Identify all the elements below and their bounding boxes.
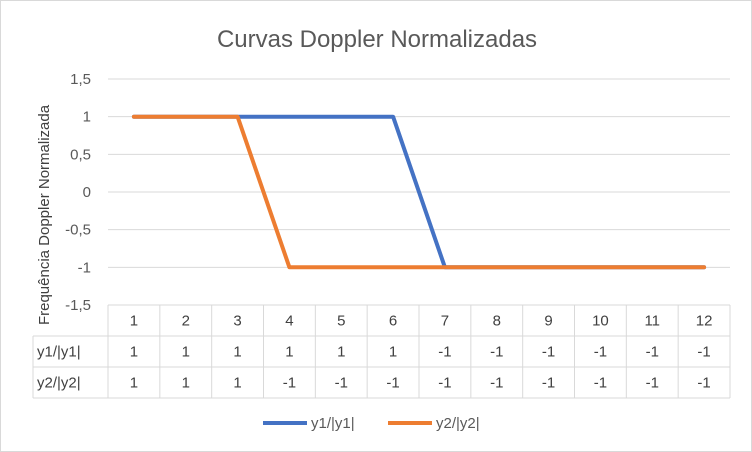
y-tick-label: 0,5 (70, 146, 91, 163)
y-axis-label: Frequência Doppler Normalizada (36, 104, 53, 325)
x-category-label: 9 (544, 313, 552, 330)
y-axis-ticks: 1,5 1 0,5 0 -0,5 -1 -1,5 (65, 71, 91, 314)
table-value-cell: -1 (594, 375, 607, 392)
x-category-label: 2 (182, 313, 190, 330)
y-tick-label: 0 (83, 184, 91, 201)
x-category-label: 11 (644, 313, 660, 330)
x-category-label: 12 (696, 313, 713, 330)
legend: y1/|y1| y2/|y2| (263, 415, 480, 432)
table-series-name: y2/|y2| (37, 375, 81, 392)
y-tick-label: 1 (83, 109, 91, 126)
y-tick-label: -1,5 (65, 297, 91, 314)
x-category-label: 3 (233, 313, 241, 330)
table-value-cell: 1 (233, 344, 241, 361)
table-value-cell: -1 (386, 375, 399, 392)
x-category-label: 10 (592, 313, 609, 330)
table-value-cell: 1 (130, 375, 138, 392)
table-value-cell: -1 (542, 375, 555, 392)
table-value-cell: -1 (438, 344, 451, 361)
legend-label: y1/|y1| (311, 415, 355, 432)
legend-label: y2/|y2| (436, 415, 480, 432)
table-value-cell: -1 (335, 375, 348, 392)
y-tick-label: 1,5 (70, 71, 91, 88)
x-category-label: 7 (441, 313, 449, 330)
table-series-name: y1/|y1| (37, 344, 81, 361)
x-category-label: 4 (285, 313, 293, 330)
table-value-cell: -1 (646, 375, 659, 392)
table-value-cell: -1 (646, 344, 659, 361)
x-category-label: 6 (389, 313, 397, 330)
table-value-cell: 1 (389, 344, 397, 361)
table-value-cell: -1 (490, 375, 503, 392)
table-value-cell: -1 (542, 344, 555, 361)
table-value-cell: 1 (285, 344, 293, 361)
table-value-cell: -1 (438, 375, 451, 392)
table-value-cell: -1 (594, 344, 607, 361)
y-tick-label: -0,5 (65, 222, 91, 239)
series-lines (131, 114, 707, 270)
table-value-cell: -1 (697, 375, 710, 392)
x-category-label: 1 (130, 313, 138, 330)
table-value-cell: -1 (490, 344, 503, 361)
table-value-cell: 1 (233, 375, 241, 392)
y-tick-label: -1 (78, 259, 91, 276)
table-value-cell: 1 (182, 344, 190, 361)
x-category-label: 5 (337, 313, 345, 330)
table-value-cell: 1 (130, 344, 138, 361)
series-line (131, 114, 707, 270)
table-value-cell: 1 (182, 375, 190, 392)
table-value-cell: 1 (337, 344, 345, 361)
chart-title: Curvas Doppler Normalizadas (217, 26, 537, 53)
table-value-cell: -1 (283, 375, 296, 392)
x-category-label: 8 (493, 313, 501, 330)
table-value-cell: -1 (697, 344, 710, 361)
